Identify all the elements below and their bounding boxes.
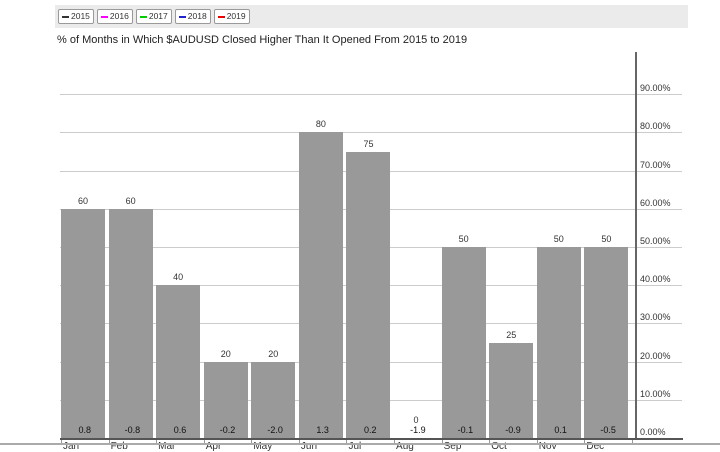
avg-change-label: -0.2 [219, 425, 236, 435]
avg-change-label: 0.2 [364, 425, 377, 435]
avg-change-label: 0.8 [78, 425, 92, 435]
legend-toggle-2016[interactable]: 2016 [96, 9, 133, 24]
avg-change-label: 1.3 [316, 425, 329, 435]
series-dash-icon [217, 15, 225, 18]
x-axis-tick [251, 440, 253, 444]
legend-toggle-2015[interactable]: 2015 [58, 9, 94, 24]
avg-change-label: -0.9 [505, 425, 521, 435]
x-axis-tick [441, 440, 443, 444]
avg-change-label: -0.8 [124, 425, 141, 435]
y-axis-tick-label: 30.00% [640, 312, 671, 323]
bar-value-label: 50 [601, 234, 612, 244]
series-dash-icon [178, 15, 186, 18]
y-axis-tick-label: 90.00% [640, 83, 671, 94]
bar-value-label: 60 [125, 195, 136, 206]
legend-label: 2016 [109, 11, 129, 22]
bar-value-label: 40 [173, 272, 184, 283]
x-axis-tick [203, 440, 205, 444]
bar-value-label: 50 [458, 234, 469, 244]
plot-area: 0.00% 10.00% 20.00% 30.00% 40.00% 50.00% 60.00… [55, 50, 700, 452]
bar-value-label: 25 [506, 329, 517, 340]
bar-Apr[interactable] [203, 361, 248, 438]
x-axis-baseline [60, 438, 683, 440]
x-axis-tick [156, 440, 158, 444]
avg-change-label: -1.9 [410, 425, 426, 435]
y-axis-tick-label: 20.00% [640, 350, 671, 361]
chart-title: % of Months in Which $AUDUSD Closed High… [57, 34, 468, 46]
y-axis-tick-label: 0.00% [640, 427, 666, 437]
series-dash-icon [62, 15, 69, 18]
bar-Oct[interactable] [489, 342, 534, 438]
bar-Feb[interactable] [108, 208, 153, 438]
y-axis-line [635, 52, 637, 440]
legend-label: 2019 [226, 11, 246, 22]
bar-value-label: 80 [315, 119, 326, 130]
bar-value-label: 60 [77, 195, 88, 206]
bar-Jan[interactable] [61, 208, 105, 438]
series-dash-icon [139, 15, 147, 18]
gridline [60, 132, 682, 134]
window-bottom-border [0, 443, 720, 445]
x-axis-tick [61, 440, 62, 444]
bar-Nov[interactable] [536, 247, 581, 438]
bar-value-label: 20 [268, 348, 279, 359]
x-axis-tick [536, 440, 538, 444]
x-axis-tick [108, 440, 110, 444]
avg-change-label: -2.0 [267, 425, 283, 435]
legend-label: 2017 [148, 11, 168, 22]
bar-value-label: 50 [553, 234, 564, 244]
bar-value-label: 75 [363, 138, 374, 149]
bar-value-label: 0 [413, 415, 419, 425]
legend-toggle-2018[interactable]: 2018 [174, 9, 211, 24]
x-axis-tick [394, 440, 396, 444]
y-axis-tick-label: 80.00% [640, 121, 671, 132]
y-axis-tick-label: 70.00% [640, 159, 671, 170]
y-axis-tick-label: 60.00% [640, 197, 671, 208]
bar-Sep[interactable] [441, 247, 486, 438]
legend-bar: 2015 2016 2017 2018 2019 [55, 5, 688, 28]
bar-Mar[interactable] [156, 285, 201, 438]
legend-label: 2015 [71, 11, 90, 22]
gridline [60, 94, 682, 96]
x-axis-tick [489, 440, 491, 444]
x-axis-tick [346, 440, 348, 444]
bar-Jun[interactable] [298, 132, 343, 438]
bar-Dec[interactable] [584, 247, 629, 438]
bar-May[interactable] [251, 361, 296, 438]
avg-change-label: 0.1 [554, 425, 567, 435]
avg-change-label: 0.6 [173, 425, 187, 435]
legend-toggle-2019[interactable]: 2019 [213, 9, 250, 24]
series-dash-icon [100, 15, 108, 18]
y-axis-tick-label: 40.00% [640, 274, 671, 285]
x-axis-tick [584, 440, 586, 444]
legend-label: 2018 [187, 11, 207, 22]
avg-change-label: -0.5 [600, 425, 616, 435]
legend-toggle-2017[interactable]: 2017 [135, 9, 172, 24]
x-axis-tick [631, 440, 633, 444]
y-axis-tick-label: 10.00% [640, 388, 671, 399]
avg-change-label: -0.1 [457, 425, 474, 435]
x-axis-tick [298, 440, 300, 444]
bar-Jul[interactable] [346, 151, 391, 438]
bar-value-label: 20 [220, 348, 231, 359]
y-axis-tick-label: 50.00% [640, 236, 671, 246]
